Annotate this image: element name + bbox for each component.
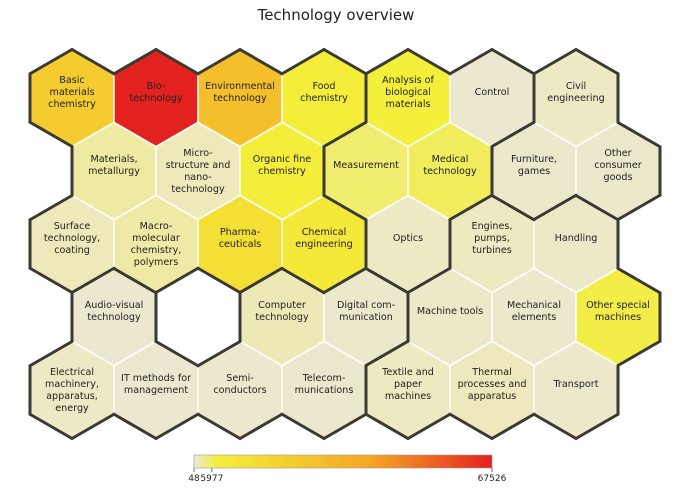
hex-label-other-special-machines: Other specialmachines [586, 300, 650, 323]
colorbar-tick-label: 48 [188, 474, 200, 484]
chart-title: Technology overview [257, 6, 415, 24]
hex-label-optics: Optics [393, 233, 423, 244]
hex-label-environmental-technology: Environmentaltechnology [205, 81, 275, 104]
hex-label-organic-fine-chemistry: Organic finechemistry [253, 154, 311, 177]
hex-label-audio-visual-technology: Audio-visualtechnology [85, 300, 144, 323]
hex-label-computer-technology: Computertechnology [255, 300, 309, 323]
hex-label-analysis-of-biological-materials: Analysis ofbiologicalmaterials [382, 75, 434, 110]
hex-label-telecom-munications: Telecom-munications [295, 373, 354, 396]
hex-label-digital-com-munication: Digital com-munication [337, 300, 395, 323]
colorbar-tick-label: 5977 [200, 474, 223, 484]
hex-label-transport: Transport [552, 379, 598, 390]
hex-label-it-methods-for-management: IT methods formanagement [121, 373, 191, 396]
hex-label-machine-tools: Machine tools [417, 306, 483, 317]
hex-label-engines-pumps-turbines: Engines,pumps,turbines [472, 221, 513, 256]
hex-label-handling: Handling [555, 233, 598, 244]
technology-hex-chart: Technology overview Basicmaterialschemis… [0, 0, 678, 492]
hex-label-mechanical-elements: Mechanicalelements [507, 300, 561, 323]
colorbar-ticks: 485977 67526 [188, 468, 506, 484]
hex-label-measurement: Measurement [333, 160, 399, 171]
colorbar: 485977 67526 [188, 455, 506, 484]
colorbar-tick-label: 67526 [478, 474, 507, 484]
hex-label-pharma-ceuticals: Pharma-ceuticals [219, 227, 262, 250]
hex-label-chemical-engineering: Chemicalengineering [295, 227, 352, 250]
colorbar-gradient [194, 455, 492, 468]
hex-label-control: Control [475, 87, 510, 98]
hex-label-materials-metallurgy: Materials,metallurgy [88, 154, 140, 177]
